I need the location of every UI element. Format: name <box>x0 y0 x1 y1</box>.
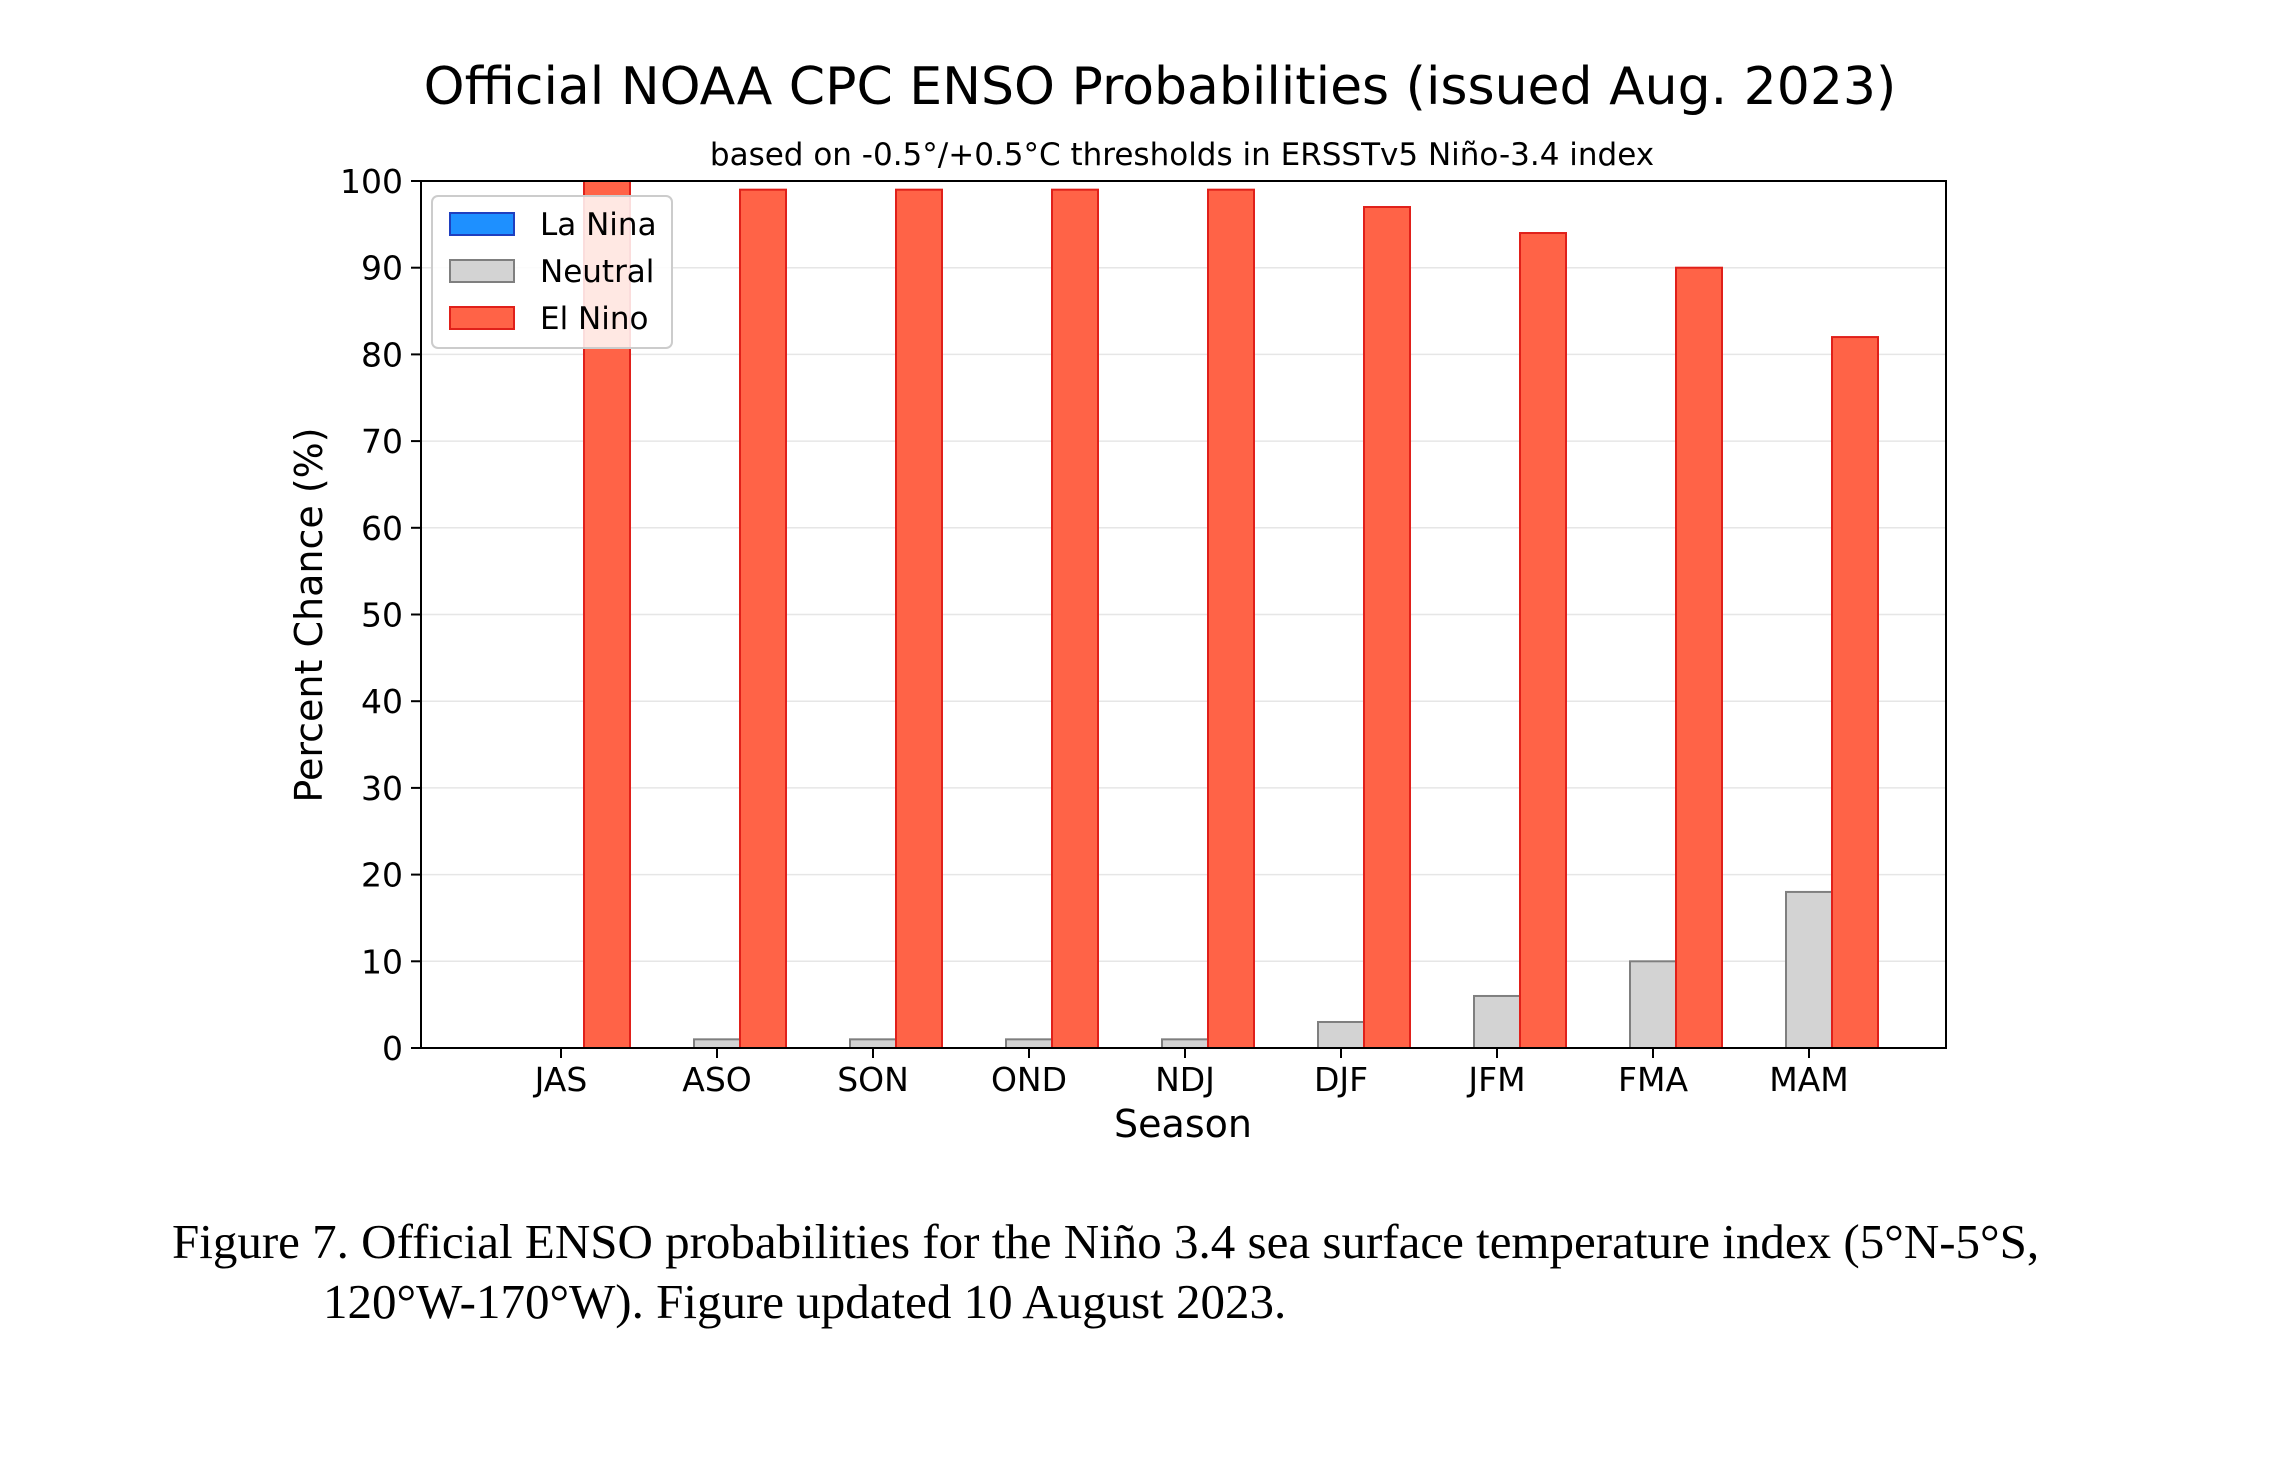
chart-title: Official NOAA CPC ENSO Probabilities (is… <box>424 57 1897 117</box>
y-tick-label: 10 <box>361 942 403 981</box>
bar-neutral <box>849 1038 897 1049</box>
legend-label-neutral: Neutral <box>540 254 654 290</box>
bar-el-nino <box>1207 188 1255 1050</box>
x-axis-label: Season <box>1114 1102 1252 1146</box>
caption-line-1: Figure 7. Official ENSO probabilities fo… <box>172 1214 2040 1269</box>
legend-swatch-la-nina <box>449 212 515 236</box>
y-tick-label: 50 <box>361 596 403 635</box>
legend: La Nina Neutral El Nino <box>431 195 673 349</box>
bar-el-nino <box>1519 232 1567 1049</box>
bar-el-nino <box>1675 266 1723 1049</box>
bar-neutral <box>1005 1038 1053 1049</box>
x-tick-label: OND <box>991 1060 1067 1099</box>
x-tick-label: NDJ <box>1155 1060 1215 1099</box>
legend-label-la-nina: La Nina <box>540 207 657 243</box>
bar-el-nino <box>1363 206 1411 1049</box>
x-tick-label: MAM <box>1769 1060 1849 1099</box>
bar-neutral <box>1473 994 1521 1049</box>
legend-items: La Nina Neutral El Nino <box>449 207 657 337</box>
y-tick-label: 40 <box>361 682 403 721</box>
caption-line-2: 120°W-170°W). Figure updated 10 August 2… <box>323 1274 1287 1329</box>
y-axis-label: Percent Chance (%) <box>287 427 331 802</box>
x-tick-label: DJF <box>1314 1060 1368 1099</box>
legend-swatch-neutral <box>449 259 515 283</box>
y-tick-label: 30 <box>361 769 403 808</box>
y-tick-label: 0 <box>382 1029 403 1068</box>
legend-swatch-el-nino <box>449 306 515 330</box>
bar-neutral <box>1629 960 1677 1049</box>
chart-subtitle: based on -0.5°/+0.5°C thresholds in ERSS… <box>710 137 1654 173</box>
bar-neutral <box>1317 1020 1365 1049</box>
y-tick-label: 70 <box>361 422 403 461</box>
figure-caption: Figure 7. Official ENSO probabilities fo… <box>172 1212 2172 1332</box>
bar-neutral <box>693 1038 741 1049</box>
x-tick-label: SON <box>837 1060 909 1099</box>
x-axis: JAS ASO SON OND NDJ DJF JFM FMA MAM <box>533 1048 1849 1099</box>
x-tick-label: JFM <box>1466 1060 1525 1099</box>
y-tick-label: 20 <box>361 856 403 895</box>
bar-neutral <box>1785 890 1833 1049</box>
x-tick-label: FMA <box>1618 1060 1688 1099</box>
bar-neutral <box>1161 1038 1209 1049</box>
x-tick-label: JAS <box>533 1060 588 1099</box>
y-tick-label: 80 <box>361 335 403 374</box>
bar-el-nino <box>739 188 787 1050</box>
bar-el-nino <box>1831 336 1879 1049</box>
y-axis: 0 10 20 30 40 50 60 70 80 90 100 <box>340 162 421 1068</box>
legend-label-el-nino: El Nino <box>540 301 648 337</box>
bar-el-nino <box>1051 188 1099 1050</box>
y-tick-label: 60 <box>361 509 403 548</box>
y-tick-label: 90 <box>361 249 403 288</box>
y-tick-label: 100 <box>340 162 403 201</box>
bar-el-nino <box>895 188 943 1050</box>
x-tick-label: ASO <box>682 1060 752 1099</box>
